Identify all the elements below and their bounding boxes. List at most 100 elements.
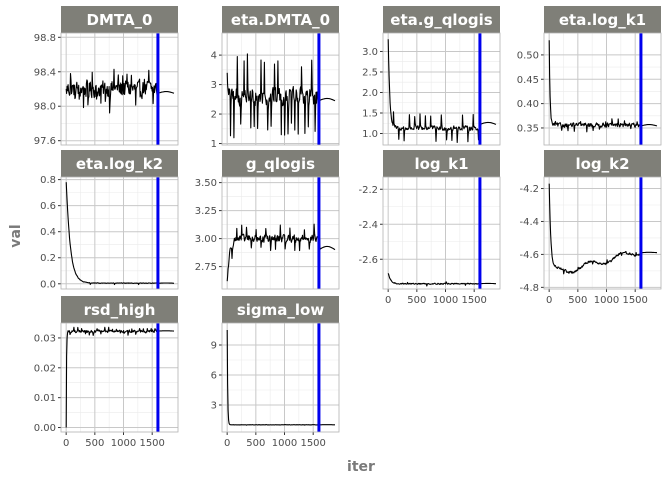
y-tick-label: 0.45 [517,75,539,86]
y-tick-label: -2.4 [358,220,378,231]
y-tick-label: 2 [211,110,217,121]
facet-strip [383,6,500,33]
x-tick-label: 0 [385,295,391,306]
facet-strip-label: g_qlogis [246,155,315,173]
panel-border [543,176,662,290]
trace-line [548,183,658,275]
y-tick-label: 1.0 [362,129,378,140]
panel-background [383,33,500,145]
facet-strip-label: rsd_high [84,301,156,319]
y-tick-label: -4.6 [519,250,539,261]
y-tick-label: -4.8 [519,283,539,294]
trace-line [65,68,175,114]
facet-strip [222,150,339,177]
panel-background [544,177,661,289]
facet-strip [544,150,661,177]
y-tick-label: 98.4 [34,67,56,78]
y-tick-label: 0.00 [34,423,56,434]
panel-border [60,322,179,433]
y-tick-label: 3.0 [362,47,378,58]
panel-background [222,33,339,145]
facet-strip-label: eta.DMTA_0 [231,11,330,29]
x-tick-label: 500 [568,295,587,306]
facet-panel-eta-dmta-0: eta.DMTA_0 1 2 3 4 [211,6,340,150]
facet-strip-label: DMTA_0 [87,11,153,29]
x-tick-label: 500 [85,438,104,449]
facet-strip-label: eta.log_k1 [559,11,646,29]
panel-background [383,177,500,289]
panel-border [382,32,501,146]
x-tick-label: 0 [63,438,69,449]
x-tick-label: 500 [407,295,426,306]
y-tick-label: 0.01 [34,393,56,404]
y-tick-label: 0.35 [517,123,539,134]
facet-panel-eta-g-qlogis: eta.g_qlogis 1.0 1.5 2.0 2.5 3.0 [362,6,501,146]
facet-strip [61,6,178,33]
x-axis-title: iter [347,459,375,475]
x-tick-label: 1000 [594,295,619,306]
panel-background [222,323,339,432]
panel-border [60,176,179,290]
facet-strip-label: eta.log_k2 [76,155,163,173]
y-tick-label: 0.03 [34,333,56,344]
trace-line [548,40,658,133]
y-tick-label: 0.0 [40,279,56,290]
y-tick-label: 0.50 [517,50,539,61]
y-tick-label: 3.00 [195,234,217,245]
y-tick-label: -2.2 [358,185,378,196]
y-tick-label: 98.0 [34,102,56,113]
y-tick-label: 0.4 [40,227,56,238]
y-tick-label: 2.5 [362,67,378,78]
facet-strip [383,150,500,177]
facet-strip-label: sigma_low [237,301,325,319]
y-tick-label: 0.02 [34,363,56,374]
x-tick-label: 1500 [622,295,647,306]
y-tick-label: 98.8 [34,33,56,44]
panel-border [543,32,662,146]
trace-line [65,326,175,428]
y-axis-title: val [8,224,24,247]
panel-background [61,177,178,289]
y-tick-label: 0.40 [517,99,539,110]
trace-line [387,39,497,144]
facet-strip [222,6,339,33]
facet-panel-log-k2: log_k2 -4.8 -4.6 -4.4 -4.2 0 500 1000 1500 [519,150,662,306]
panel-border [60,32,179,146]
trace-line [226,329,335,426]
facet-panel-sigma-low: sigma_low 3 6 9 0 500 1000 1500 [211,296,340,449]
y-tick-label: 2.0 [362,88,378,99]
panel-border [382,176,501,290]
y-tick-label: 2.75 [195,262,217,273]
y-tick-label: 0.2 [40,253,56,264]
facet-strip [544,6,661,33]
y-tick-label: -2.6 [358,255,378,266]
x-tick-label: 0 [224,438,230,449]
facet-strip-label: eta.g_qlogis [390,11,492,29]
trace-line [65,182,175,286]
x-tick-label: 1500 [461,295,486,306]
trace-line [387,273,496,287]
x-tick-label: 0 [546,295,552,306]
y-tick-label: -4.4 [519,217,539,228]
panel-border [221,32,340,146]
y-tick-label: 0.8 [40,175,56,186]
facet-strip [61,150,178,177]
y-tick-label: 0.6 [40,201,56,212]
facet-panel-eta-log-k2: eta.log_k2 0.0 0.2 0.4 0.6 0.8 [40,150,179,290]
y-tick-label: 3 [211,401,217,412]
panel-border [221,176,340,290]
y-tick-label: 1 [211,139,217,150]
y-tick-label: 97.6 [34,136,56,147]
facet-panel-g-qlogis: g_qlogis 2.75 3.00 3.25 3.50 [195,150,340,290]
y-tick-label: 3 [211,80,217,91]
facet-panel-dmta-0: DMTA_0 97.6 98.0 98.4 98.8 [34,6,179,147]
facet-strip [61,296,178,323]
y-tick-label: 6 [211,371,217,382]
trace-line [226,223,336,282]
x-tick-label: 1000 [111,438,136,449]
facet-strip [222,296,339,323]
y-tick-label: 3.50 [195,178,217,189]
x-tick-label: 500 [246,438,265,449]
x-tick-label: 1500 [300,438,325,449]
